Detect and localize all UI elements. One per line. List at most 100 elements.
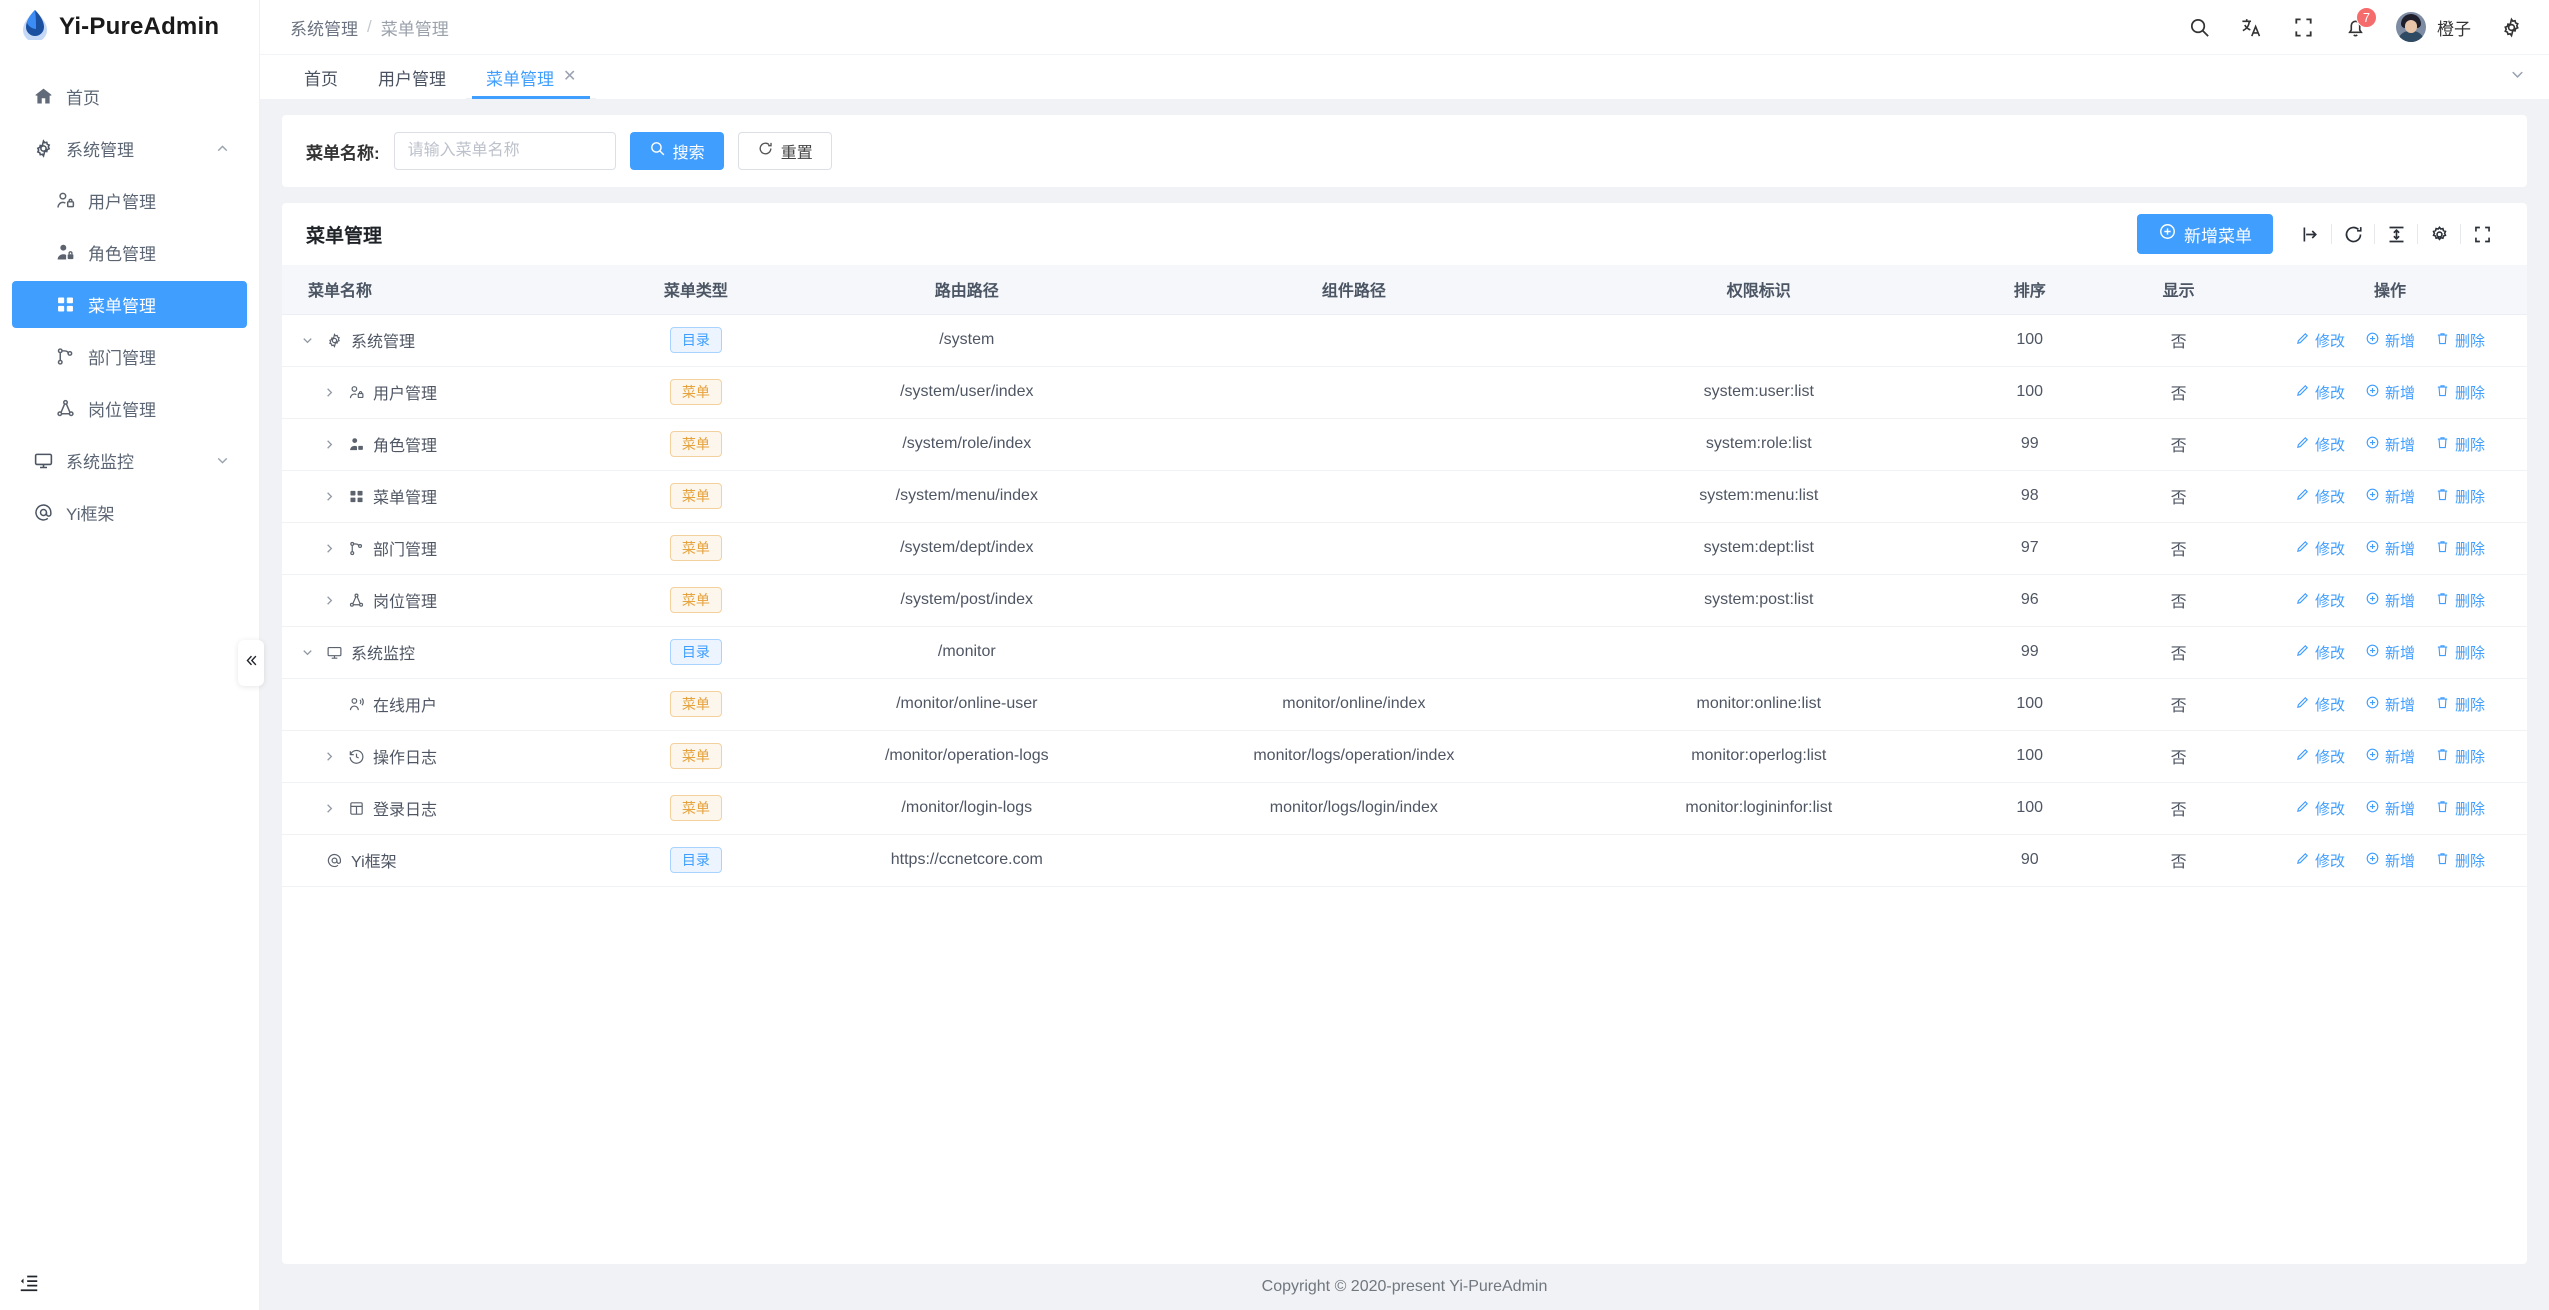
gear-icon[interactable] — [2500, 16, 2523, 39]
row-action-修改[interactable]: 修改 — [2295, 850, 2345, 871]
table-row[interactable]: 菜单管理 菜单 /system/menu/index system:menu:l… — [282, 470, 2527, 523]
sidebar-item-departments[interactable]: 部门管理 — [12, 333, 247, 380]
row-action-删除[interactable]: 删除 — [2435, 434, 2485, 455]
tree-toggle-icon[interactable] — [318, 749, 340, 764]
bell-icon[interactable]: 7 — [2344, 6, 2377, 39]
tab-home[interactable]: 首页 — [284, 55, 358, 99]
row-action-新增[interactable]: 新增 — [2365, 798, 2415, 819]
sidebar-item-framework[interactable]: Yi框架 — [12, 489, 247, 536]
row-action-修改[interactable]: 修改 — [2295, 746, 2345, 767]
row-action-删除[interactable]: 删除 — [2435, 538, 2485, 559]
fullscreen-icon[interactable] — [2461, 215, 2503, 253]
search-input[interactable] — [393, 132, 616, 170]
tab-overflow-button[interactable] — [2508, 55, 2549, 99]
sidebar-item-posts[interactable]: 岗位管理 — [12, 385, 247, 432]
refresh-icon[interactable] — [2332, 215, 2374, 253]
row-action-新增[interactable]: 新增 — [2365, 850, 2415, 871]
row-action-修改[interactable]: 修改 — [2295, 642, 2345, 663]
cell-name: 部门管理 — [282, 522, 604, 575]
row-action-新增[interactable]: 新增 — [2365, 590, 2415, 611]
table-row[interactable]: 登录日志 菜单 /monitor/login-logs monitor/logs… — [282, 782, 2527, 835]
row-action-删除[interactable]: 删除 — [2435, 330, 2485, 351]
breadcrumb-parent[interactable]: 系统管理 — [290, 19, 358, 39]
sidebar-item-home[interactable]: 首页 — [12, 73, 247, 120]
sidebar-item-menus[interactable]: 菜单管理 — [12, 281, 247, 328]
row-action-修改[interactable]: 修改 — [2295, 486, 2345, 507]
row-action-新增[interactable]: 新增 — [2365, 746, 2415, 767]
menu-name: 角色管理 — [373, 438, 438, 455]
row-action-label: 新增 — [2384, 696, 2415, 714]
row-action-修改[interactable]: 修改 — [2295, 382, 2345, 403]
tree-toggle-icon[interactable] — [318, 541, 340, 556]
tree-toggle-icon[interactable] — [318, 437, 340, 452]
fullscreen-icon[interactable] — [2292, 16, 2315, 39]
table-row[interactable]: 操作日志 菜单 /monitor/operation-logs monitor/… — [282, 730, 2527, 783]
row-action-删除[interactable]: 删除 — [2435, 850, 2485, 871]
row-action-修改[interactable]: 修改 — [2295, 434, 2345, 455]
main-area: 系统管理 / 菜单管理 — [260, 0, 2549, 1310]
row-action-删除[interactable]: 删除 — [2435, 382, 2485, 403]
table-row[interactable]: 系统监控 目录 /monitor 99 否 修改 新增 删除 — [282, 626, 2527, 679]
row-action-修改[interactable]: 修改 — [2295, 590, 2345, 611]
translate-icon[interactable] — [2240, 16, 2263, 39]
sidebar-collapse-icon[interactable] — [18, 1271, 40, 1298]
search-button[interactable]: 搜索 — [629, 132, 724, 170]
row-action-新增[interactable]: 新增 — [2365, 330, 2415, 351]
tab-users[interactable]: 用户管理 — [358, 55, 466, 99]
brand-logo[interactable]: Yi-PureAdmin — [0, 0, 259, 54]
row-action-修改[interactable]: 修改 — [2295, 538, 2345, 559]
chevron-down-icon[interactable] — [214, 452, 231, 469]
row-action-新增[interactable]: 新增 — [2365, 486, 2415, 507]
sidebar-item-users[interactable]: 用户管理 — [12, 177, 247, 224]
row-action-删除[interactable]: 删除 — [2435, 590, 2485, 611]
table-row[interactable]: 角色管理 菜单 /system/role/index system:role:l… — [282, 418, 2527, 471]
tree-toggle-icon[interactable] — [318, 593, 340, 608]
row-action-新增[interactable]: 新增 — [2365, 642, 2415, 663]
tree-toggle-icon[interactable] — [318, 801, 340, 816]
table-row[interactable]: 岗位管理 菜单 /system/post/index system:post:l… — [282, 574, 2527, 627]
expand-collapse-icon[interactable] — [2289, 215, 2331, 253]
sidebar-item-system[interactable]: 系统管理 — [12, 125, 247, 172]
row-action-修改[interactable]: 修改 — [2295, 330, 2345, 351]
row-action-删除[interactable]: 删除 — [2435, 798, 2485, 819]
trash-icon — [2435, 591, 2450, 610]
row-action-删除[interactable]: 删除 — [2435, 746, 2485, 767]
column-settings-icon[interactable] — [2418, 215, 2460, 253]
row-action-删除[interactable]: 删除 — [2435, 486, 2485, 507]
cell-route: /system/user/index — [788, 366, 1146, 419]
row-action-删除[interactable]: 删除 — [2435, 642, 2485, 663]
density-icon[interactable] — [2375, 215, 2417, 253]
reset-button[interactable]: 重置 — [737, 132, 832, 170]
sidebar-item-roles[interactable]: 角色管理 — [12, 229, 247, 276]
table-row[interactable]: 在线用户 菜单 /monitor/online-user monitor/onl… — [282, 678, 2527, 731]
sidebar-item-monitor[interactable]: 系统监控 — [12, 437, 247, 484]
user-menu[interactable]: 橙子 — [2396, 12, 2471, 42]
table-row[interactable]: 系统管理 目录 /system 100 否 修改 新增 删除 — [282, 314, 2527, 367]
row-action-修改[interactable]: 修改 — [2295, 798, 2345, 819]
tree-toggle-icon[interactable] — [318, 489, 340, 504]
tree-toggle-icon[interactable] — [318, 385, 340, 400]
cell-component — [1145, 574, 1563, 627]
table-row[interactable]: Yi框架 目录 https://ccnetcore.com 90 否 修改 新增… — [282, 834, 2527, 887]
table-row[interactable]: 用户管理 菜单 /system/user/index system:user:l… — [282, 366, 2527, 419]
search-icon[interactable] — [2188, 16, 2211, 39]
row-action-修改[interactable]: 修改 — [2295, 694, 2345, 715]
sidebar-collapse-handle[interactable] — [238, 640, 264, 686]
row-action-新增[interactable]: 新增 — [2365, 434, 2415, 455]
table-row[interactable]: 部门管理 菜单 /system/dept/index system:dept:l… — [282, 522, 2527, 575]
row-action-新增[interactable]: 新增 — [2365, 538, 2415, 559]
tab-menus[interactable]: 菜单管理 ✕ — [466, 55, 596, 99]
plus-circle-icon — [2365, 591, 2380, 610]
status-badge: 菜单 — [669, 743, 722, 769]
add-menu-button[interactable]: 新增菜单 — [2137, 214, 2273, 254]
row-action-新增[interactable]: 新增 — [2365, 382, 2415, 403]
tree-toggle-icon[interactable] — [296, 645, 318, 660]
chevron-up-icon[interactable] — [214, 140, 231, 157]
close-icon[interactable]: ✕ — [563, 68, 577, 85]
cell-sort: 90 — [1955, 834, 2105, 887]
row-action-新增[interactable]: 新增 — [2365, 694, 2415, 715]
tree-toggle-icon[interactable] — [296, 333, 318, 348]
row-action-label: 删除 — [2455, 852, 2486, 870]
plus-circle-icon — [2365, 643, 2380, 662]
row-action-删除[interactable]: 删除 — [2435, 694, 2485, 715]
